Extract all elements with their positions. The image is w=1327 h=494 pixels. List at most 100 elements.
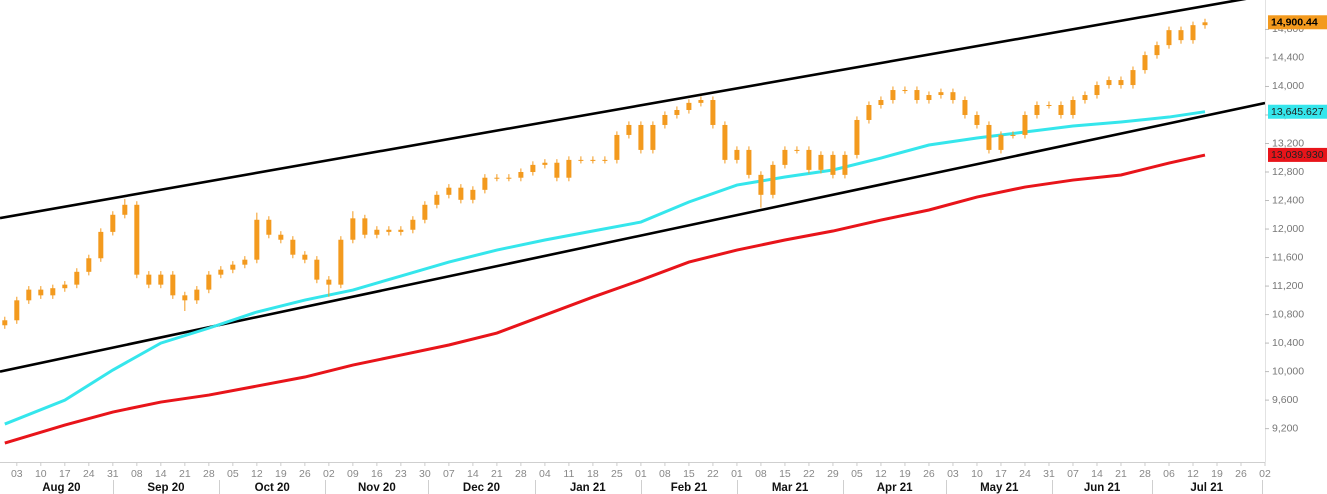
candle-body xyxy=(386,229,392,232)
candle-body xyxy=(410,219,416,230)
x-tick-label: 06 xyxy=(1163,468,1175,480)
candle-body xyxy=(662,114,668,125)
candle-body xyxy=(590,159,596,161)
candle-body xyxy=(1022,114,1028,135)
x-tick-label: 08 xyxy=(755,468,767,480)
x-tick-label: 05 xyxy=(851,468,863,480)
x-tick-label: 26 xyxy=(1235,468,1247,480)
candle-body xyxy=(110,214,116,232)
candle-body xyxy=(530,164,536,173)
candle-body xyxy=(866,105,872,120)
end-label-box xyxy=(1268,15,1327,30)
candle-body xyxy=(710,100,716,125)
x-tick-label: 14 xyxy=(155,468,167,480)
candle-body xyxy=(1130,70,1136,86)
y-tick-label: 12,800 xyxy=(1272,166,1304,178)
candle-body xyxy=(1094,85,1100,96)
candle-body xyxy=(494,177,500,179)
x-tick-label: 24 xyxy=(1019,468,1031,480)
candle-body xyxy=(1202,22,1208,26)
end-label-box xyxy=(1268,104,1327,119)
candle-body xyxy=(146,274,152,285)
candle-body xyxy=(362,218,368,235)
candle-body xyxy=(26,289,32,301)
candle-body xyxy=(1118,80,1124,86)
y-tick-label: 10,800 xyxy=(1272,308,1304,320)
y-tick-label: 12,400 xyxy=(1272,194,1304,206)
x-tick-label: 19 xyxy=(899,468,911,480)
candle-body xyxy=(614,134,620,160)
candle-body xyxy=(734,149,740,160)
x-tick-label: 30 xyxy=(419,468,431,480)
x-tick-label: 05 xyxy=(227,468,239,480)
candle-body xyxy=(2,320,8,326)
y-tick-label: 13,200 xyxy=(1272,137,1304,149)
y-tick-label: 11,600 xyxy=(1272,251,1303,263)
y-tick-label: 9,200 xyxy=(1272,422,1298,434)
end-label: 14,900.44 xyxy=(1271,17,1318,29)
candle-body xyxy=(290,239,296,255)
axes: 9,200 9,600 10,000 10,400 10,800 11,200 11,600… xyxy=(11,15,1327,494)
candle-body xyxy=(158,274,164,285)
candle-body xyxy=(170,274,176,296)
candle-body xyxy=(470,189,476,200)
x-tick-label: 22 xyxy=(707,468,719,480)
x-tick-label: 07 xyxy=(1067,468,1079,480)
candle-body xyxy=(434,194,440,205)
candle-body xyxy=(578,159,584,161)
x-tick-label: 03 xyxy=(11,468,23,480)
x-tick-label: 21 xyxy=(179,468,191,480)
y-tick-label: 14,400 xyxy=(1272,52,1304,64)
y-tick-label: 9,600 xyxy=(1272,394,1298,406)
candle-body xyxy=(1082,95,1088,101)
candle-body xyxy=(566,159,572,178)
candle-body xyxy=(794,149,800,151)
x-tick-label: 29 xyxy=(827,468,839,480)
candle-body xyxy=(350,218,356,240)
x-tick-label: 19 xyxy=(275,468,287,480)
x-tick-label: 12 xyxy=(875,468,887,480)
candle-body xyxy=(446,187,452,195)
candle-body xyxy=(1034,105,1040,115)
candle-body xyxy=(50,288,56,296)
candle-body xyxy=(338,239,344,285)
plot-area xyxy=(0,0,1265,445)
candle-body xyxy=(1010,134,1016,136)
channel-line xyxy=(0,0,1247,220)
month-label: Jan 21 xyxy=(570,482,606,494)
candle-body xyxy=(314,259,320,280)
candle-body xyxy=(134,204,140,275)
x-tick-label: 14 xyxy=(467,468,479,480)
candle-body xyxy=(542,162,548,165)
candle-body xyxy=(830,154,836,175)
candle-body xyxy=(950,92,956,101)
x-tick-label: 17 xyxy=(995,468,1007,480)
candle-body xyxy=(206,274,212,290)
candle-body xyxy=(806,149,812,170)
month-label: Sep 20 xyxy=(147,482,184,494)
candle-body xyxy=(818,154,824,170)
candle-body xyxy=(86,258,92,272)
candle-body xyxy=(638,124,644,150)
month-label: Aug 20 xyxy=(42,482,80,494)
x-tick-label: 15 xyxy=(779,468,791,480)
x-tick-label: 18 xyxy=(587,468,599,480)
candle-body xyxy=(686,102,692,110)
x-tick-label: 12 xyxy=(1187,468,1199,480)
candle-body xyxy=(938,92,944,96)
x-tick-label: 21 xyxy=(1115,468,1127,480)
candle-body xyxy=(722,124,728,160)
candle-body xyxy=(218,269,224,275)
x-tick-label: 26 xyxy=(299,468,311,480)
candle-body xyxy=(854,119,860,155)
candle-body xyxy=(878,100,884,106)
month-label: Jun 21 xyxy=(1084,482,1121,494)
month-label: Apr 21 xyxy=(877,482,913,494)
x-tick-label: 14 xyxy=(1091,468,1103,480)
x-tick-label: 08 xyxy=(131,468,143,480)
candle-body xyxy=(842,154,848,175)
x-tick-label: 16 xyxy=(371,468,383,480)
candle-body xyxy=(962,100,968,115)
